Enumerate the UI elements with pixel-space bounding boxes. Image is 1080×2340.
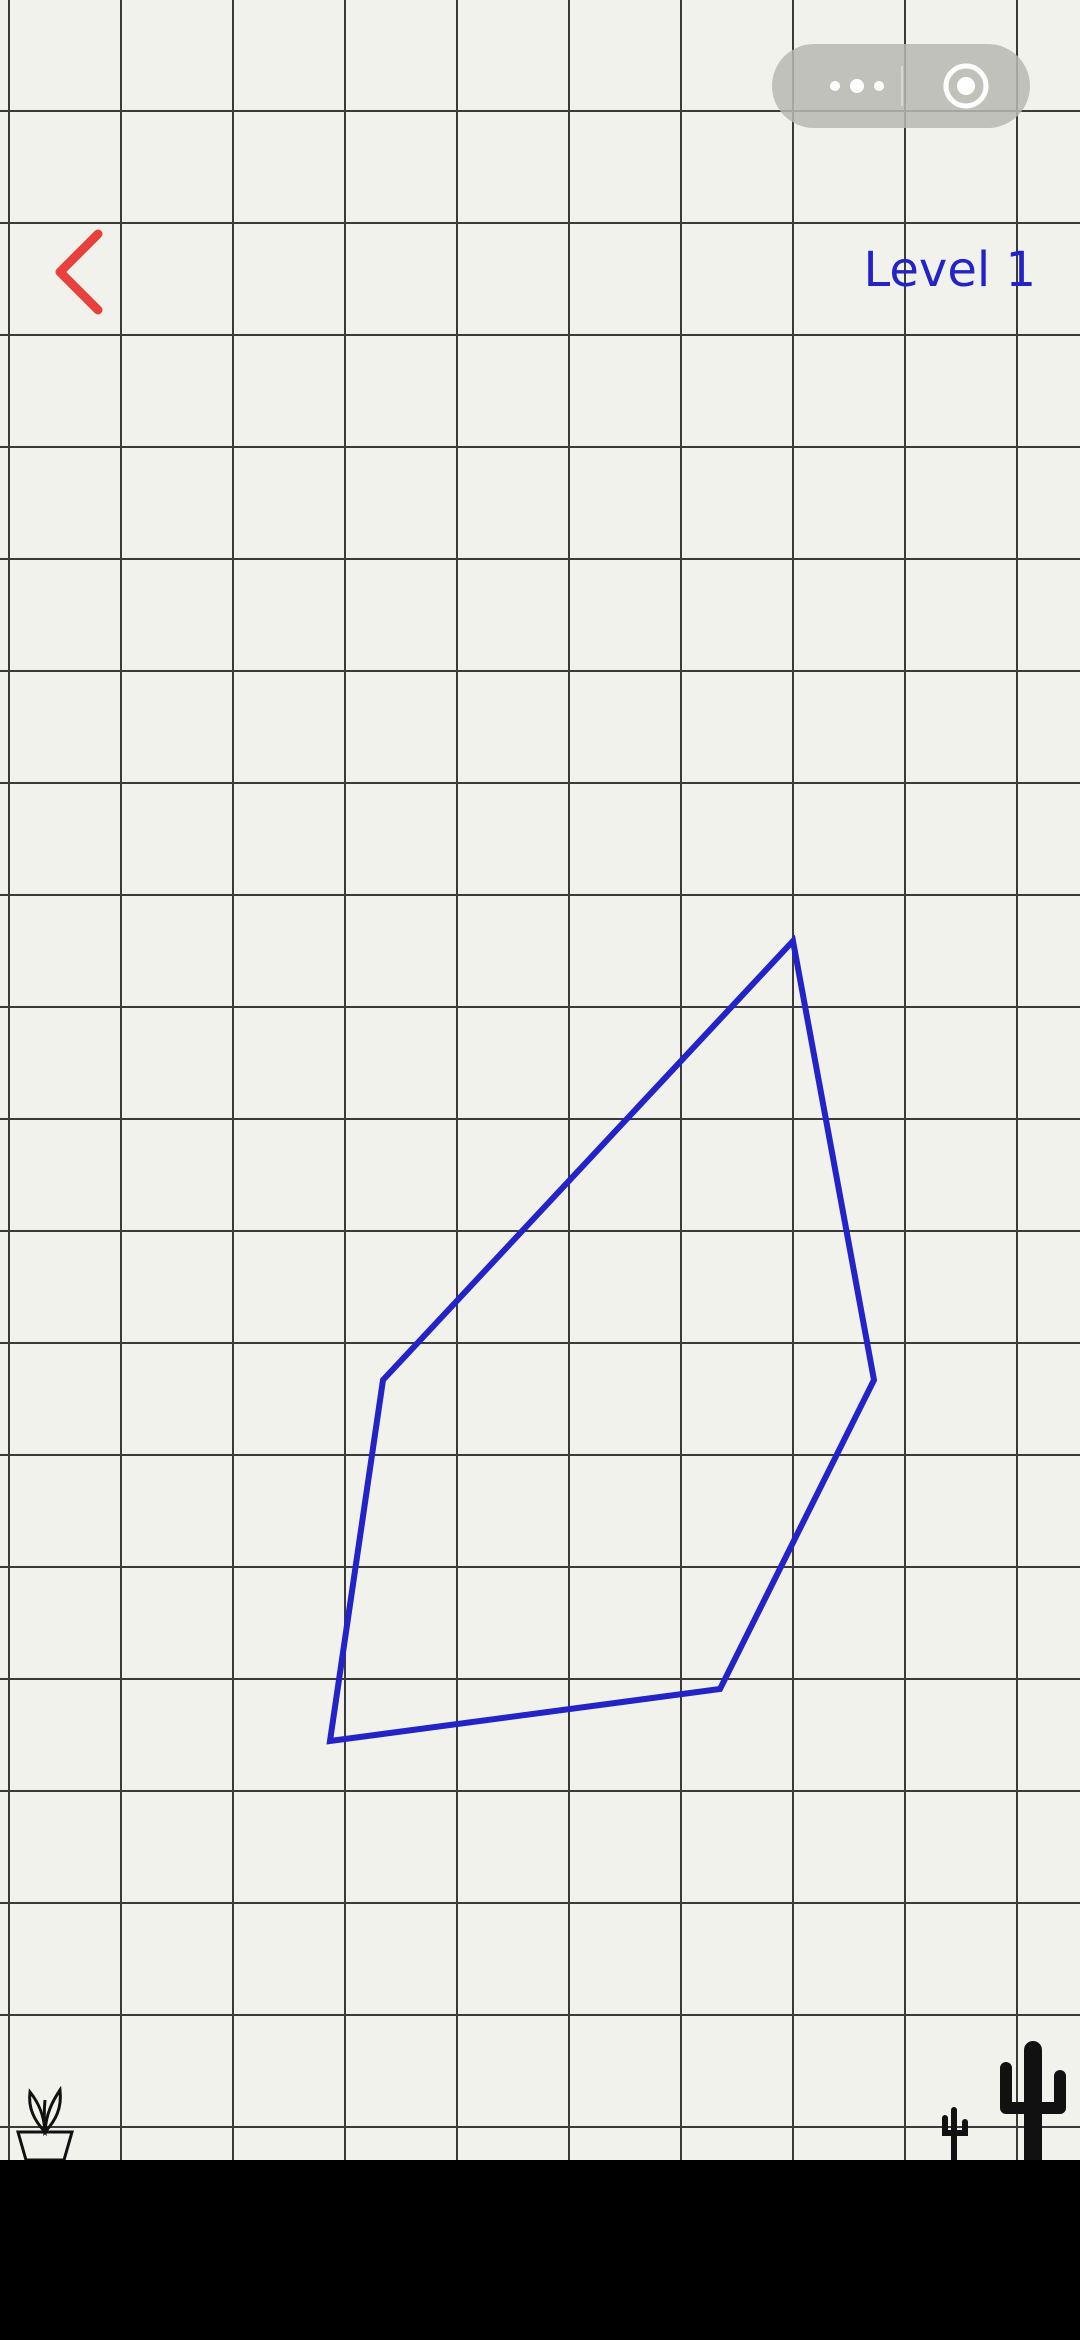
more-button[interactable] [802, 44, 912, 128]
cactus-small-icon [942, 2107, 968, 2164]
target-circle-icon[interactable] [940, 60, 992, 112]
more-dots-icon [830, 81, 840, 91]
puzzle-shape [326, 934, 878, 1745]
grid-board[interactable]: Level 1 [0, 0, 1080, 2164]
polygon-outline [326, 934, 878, 1745]
bottom-bar [0, 2160, 1080, 2340]
capsule-divider [901, 66, 903, 106]
back-button[interactable] [40, 222, 120, 322]
cactus-large-icon [1000, 2041, 1066, 2164]
level-label: Level 1 [863, 242, 1037, 298]
chevron-left-icon [55, 229, 103, 315]
plant-icon [16, 2085, 74, 2162]
mini-program-capsule [772, 44, 1030, 128]
